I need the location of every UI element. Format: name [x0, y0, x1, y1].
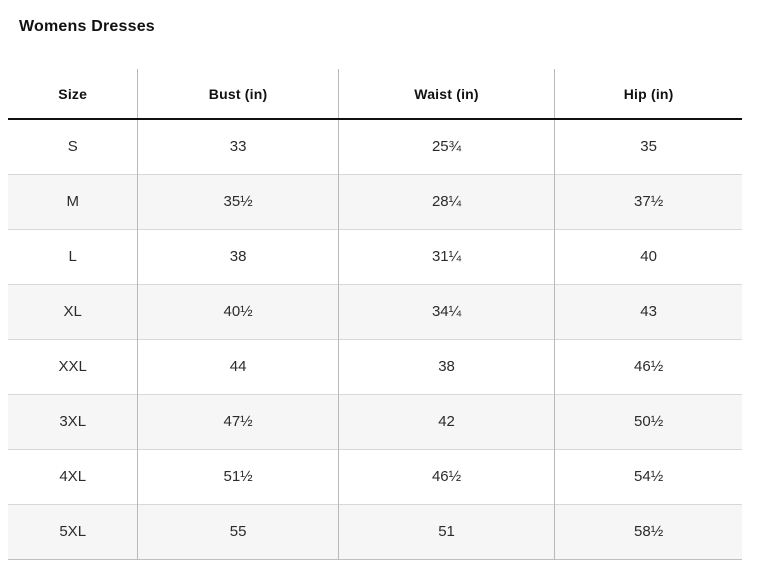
cell-bust: 44 [137, 339, 339, 394]
cell-size: 3XL [8, 394, 139, 449]
cell-size: M [8, 174, 139, 229]
table-row: 5XL 55 51 58½ [8, 504, 742, 559]
cell-hip: 37½ [634, 193, 664, 210]
cell-bust: 51½ [137, 449, 339, 504]
cell-waist: 46½ [338, 449, 556, 504]
cell-size: 4XL [8, 449, 139, 504]
cell-waist: 34¼ [338, 284, 556, 339]
table-row: 3XL 47½ 42 50½ [8, 394, 742, 449]
cell-bust: 55 [137, 504, 339, 559]
cell-bust: 35½ [137, 174, 339, 229]
cell-bust: 40½ [137, 284, 339, 339]
cell-size: S [8, 119, 139, 174]
column-header-hip: Hip (in) [554, 69, 742, 120]
cell-waist: 42 [338, 394, 556, 449]
cell-hip: 46½ [634, 358, 664, 375]
cell-hip: 35 [640, 138, 657, 156]
size-chart-header: Size Bust (in) Waist (in) Hip (in) [8, 69, 742, 120]
table-row: M 35½ 28¼ 37½ [8, 174, 742, 229]
cell-hip: 43 [640, 303, 657, 320]
cell-waist: 25¾ [338, 119, 556, 174]
cell-waist: 51 [338, 504, 556, 559]
cell-size: L [8, 229, 139, 284]
table-row: L 38 31¼ 40 [8, 229, 742, 284]
size-chart-body: S 33 25¾ 35 M 35½ 28¼ 37½ L 38 31¼ 40 XL… [8, 119, 742, 559]
cell-size: 5XL [8, 504, 139, 559]
cell-waist: 31¼ [338, 229, 556, 284]
cell-bust: 38 [137, 229, 339, 284]
cell-waist: 38 [338, 339, 556, 394]
cell-hip: 54½ [634, 468, 664, 485]
cell-size: XXL [8, 339, 139, 394]
column-header-size: Size [8, 69, 139, 120]
cell-hip: 40 [640, 248, 657, 265]
table-row: XXL 44 38 46½ [8, 339, 742, 394]
header-row: Size Bust (in) Waist (in) Hip (in) [8, 69, 742, 120]
cell-hip: 58½ [634, 523, 664, 540]
column-header-bust: Bust (in) [137, 69, 339, 120]
cell-bust: 47½ [137, 394, 339, 449]
column-header-waist: Waist (in) [338, 69, 556, 120]
cell-size: XL [8, 284, 139, 339]
cell-hip: 50½ [634, 413, 664, 430]
table-row: S 33 25¾ 35 [8, 119, 742, 174]
table-row: XL 40½ 34¼ 43 [8, 284, 742, 339]
cell-bust: 33 [137, 119, 339, 174]
size-chart-table: Size Bust (in) Waist (in) Hip (in) S 33 … [8, 69, 742, 560]
cell-waist: 28¼ [338, 174, 556, 229]
page-title: Womens Dresses [19, 18, 155, 35]
table-row: 4XL 51½ 46½ 54½ [8, 449, 742, 504]
